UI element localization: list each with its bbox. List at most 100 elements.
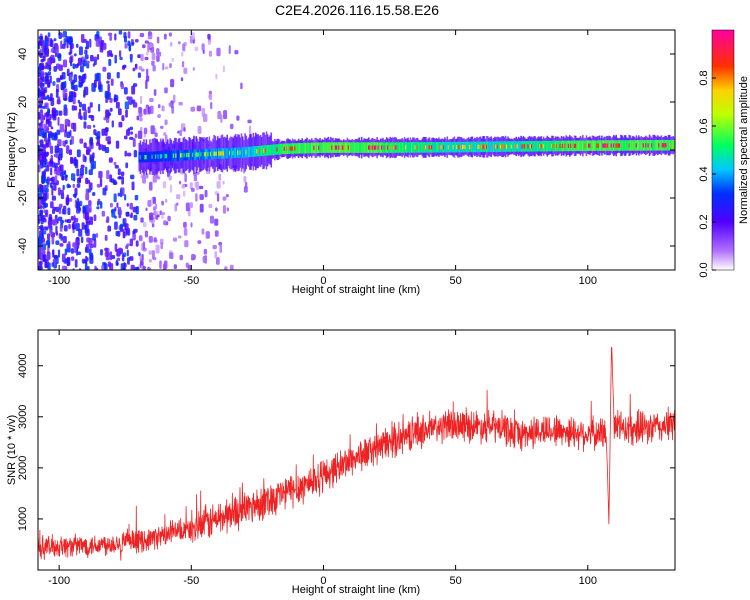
spectrogram-noise-cell bbox=[156, 55, 160, 62]
spectrogram-noise-cell bbox=[142, 222, 147, 228]
spectrogram-ridge-band bbox=[307, 142, 309, 154]
spectrogram-noise-cell bbox=[121, 115, 125, 122]
spectrogram-noise-cell bbox=[164, 134, 168, 143]
spectrogram-noise-cell bbox=[181, 184, 186, 189]
spectrogram-noise-cell bbox=[87, 204, 92, 213]
spectrogram-ridge-band bbox=[351, 142, 353, 153]
spectrogram-noise-cell bbox=[124, 101, 130, 110]
spectrogram-ridge-band bbox=[320, 142, 323, 153]
spectrogram-noise-cell bbox=[184, 173, 187, 183]
spectrogram-ridge-band bbox=[362, 142, 364, 153]
snr-frame bbox=[37, 329, 676, 571]
spectrogram-ridge-band bbox=[244, 147, 246, 158]
spectrogram-noise-cell bbox=[157, 114, 161, 119]
spectrogram-ridge-band bbox=[513, 141, 515, 152]
spectrogram-ridge-band bbox=[454, 141, 457, 153]
spectrogram-noise-cell bbox=[140, 68, 145, 72]
spectrogram-noise-cell bbox=[119, 189, 123, 198]
spectrogram-noise-cell bbox=[50, 97, 55, 107]
spectrogram-noise-cell bbox=[89, 38, 92, 48]
spectrogram-ridge-band bbox=[504, 141, 507, 152]
spectrogram-ridge-band bbox=[465, 141, 468, 153]
spectrogram-noise-cell bbox=[85, 255, 88, 264]
spectrogram-noise-cell bbox=[97, 54, 100, 60]
spectrogram-noise-cell bbox=[151, 250, 155, 259]
spectrogram-noise-cell bbox=[214, 251, 218, 259]
snr-ytick-label: 2000 bbox=[17, 456, 29, 480]
spectrogram-ridge-band bbox=[153, 151, 156, 162]
spectrogram-noise-cell bbox=[118, 215, 122, 219]
spectrogram-noise-cell bbox=[142, 174, 147, 184]
spectrogram-noise-cell bbox=[168, 32, 172, 37]
spectrogram-noise-cell bbox=[132, 102, 138, 108]
spectrogram-noise-cell bbox=[130, 131, 134, 135]
colorbar-tick-label: 0.8 bbox=[698, 70, 710, 85]
spectrogram-noise-cell bbox=[149, 212, 154, 221]
spectrogram-noise-cell bbox=[243, 176, 247, 183]
spectrogram-noise-cell bbox=[107, 136, 111, 145]
spectrogram-noise-cell bbox=[46, 64, 52, 70]
spectrogram-noise-cell bbox=[41, 105, 46, 109]
spectrogram-ridge-band bbox=[364, 142, 367, 153]
spectrogram-ridge-band bbox=[176, 150, 179, 161]
spectrogram-noise-cell bbox=[59, 74, 64, 80]
spectrogram-noise-cell bbox=[174, 203, 178, 212]
spectrogram-noise-cell bbox=[208, 92, 213, 101]
spectrogram-noise-cell bbox=[117, 192, 121, 197]
spectrogram-noise-cell bbox=[130, 174, 135, 180]
spectrogram-ridge-band bbox=[169, 150, 171, 162]
spectrogram-xtick-label: -50 bbox=[183, 275, 199, 287]
spectrogram-noise-cell bbox=[120, 83, 125, 90]
spectrogram-ridge-band bbox=[408, 142, 411, 153]
spectrogram-noise-cell bbox=[45, 96, 50, 100]
spectrogram-noise-cell bbox=[46, 181, 49, 188]
spectrogram-noise-cell bbox=[153, 237, 157, 242]
spectrogram-ridge-band bbox=[489, 141, 491, 153]
colorbar: 0.0 0.2 0.4 0.6 0.8 Normalized spectral ampl… bbox=[698, 29, 750, 278]
spectrogram-ridge-band bbox=[202, 149, 205, 160]
spectrogram-noise-cell bbox=[48, 213, 53, 222]
spectrogram-ridge-band bbox=[582, 140, 584, 152]
spectrogram-noise-cell bbox=[59, 189, 64, 195]
spectrogram-ridge-band bbox=[241, 147, 244, 158]
spectrogram-noise-cell bbox=[214, 218, 219, 226]
spectrogram-noise-cell bbox=[150, 198, 153, 206]
spectrogram-noise-cell bbox=[46, 233, 51, 240]
spectrogram-noise-cell bbox=[149, 97, 154, 103]
spectrogram-noise-cell bbox=[145, 207, 148, 212]
spectrogram-ridge-band bbox=[357, 142, 359, 153]
spectrogram-noise-cell bbox=[124, 43, 128, 49]
spectrogram-noise-cell bbox=[39, 210, 43, 216]
spectrogram-noise-cell bbox=[43, 209, 46, 214]
spectrogram-ridge-band bbox=[637, 140, 640, 151]
spectrogram-ridge-band bbox=[401, 142, 403, 153]
spectrogram-ridge-band bbox=[593, 140, 596, 151]
spectrogram-ytick-label: 0 bbox=[17, 147, 29, 153]
spectrogram-ridge-band bbox=[532, 141, 534, 152]
spectrogram-ridge-band bbox=[350, 142, 352, 153]
spectrogram-xtick-label: 50 bbox=[449, 275, 461, 287]
spectrogram-noise-cell bbox=[187, 264, 192, 270]
spectrogram-ridge-band bbox=[275, 144, 277, 155]
spectrogram-ridge-band bbox=[649, 140, 652, 151]
spectrogram-ridge-band bbox=[174, 150, 176, 161]
spectrogram-noise-cell bbox=[215, 73, 218, 80]
colorbar-label: Normalized spectral amplitude bbox=[738, 76, 750, 224]
spectrogram-ridge-band bbox=[576, 140, 578, 152]
spectrogram-noise-cell bbox=[53, 38, 57, 42]
spectrogram-noise-cell bbox=[53, 182, 57, 191]
spectrogram-noise-cell bbox=[214, 230, 219, 237]
spectrogram-noise-cell bbox=[81, 222, 85, 230]
spectrogram-noise-cell bbox=[49, 160, 54, 165]
spectrogram-noise-cell bbox=[43, 123, 48, 129]
spectrogram-noise-cell bbox=[58, 147, 63, 156]
spectrogram-noise-cell bbox=[54, 44, 59, 54]
spectrogram-ridge-band bbox=[308, 142, 311, 154]
spectrogram-ridge-band bbox=[436, 141, 439, 153]
spectrogram-ridge-band bbox=[193, 149, 195, 160]
spectrogram-noise-cell bbox=[51, 187, 54, 196]
spectrogram-noise-cell bbox=[126, 202, 129, 207]
spectrogram-ridge-band bbox=[376, 142, 378, 153]
spectrogram-ridge-band bbox=[479, 141, 482, 153]
spectrogram-noise-cell bbox=[48, 141, 52, 149]
